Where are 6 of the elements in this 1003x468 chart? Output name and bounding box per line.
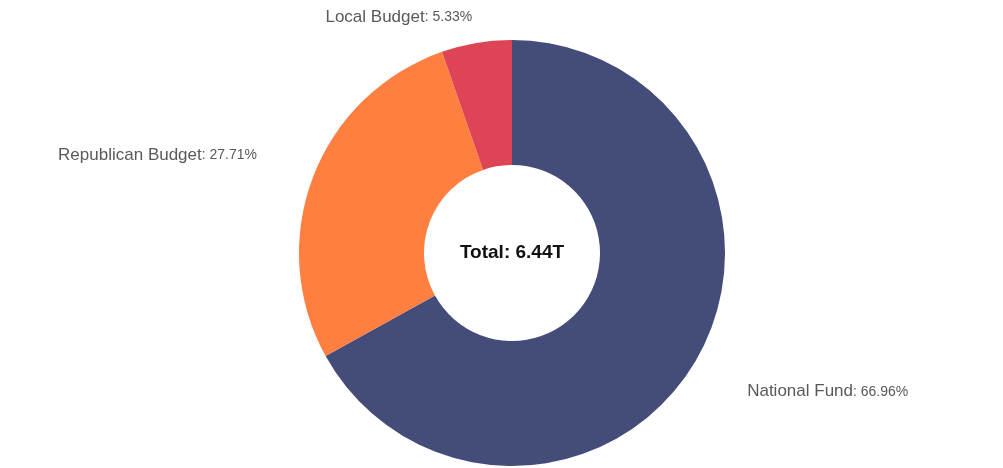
- data-label: : 66.96%: [853, 382, 909, 399]
- donut-slice: [325, 40, 725, 466]
- data-label: : 27.71%: [201, 146, 258, 163]
- data-label: : 5.33%: [424, 8, 473, 25]
- text: Total: 6.44T: [459, 241, 565, 263]
- donut-slice: [441, 40, 512, 170]
